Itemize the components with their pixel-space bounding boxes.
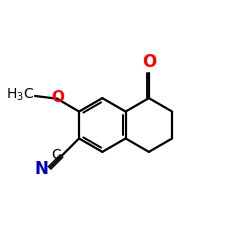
Text: N: N — [34, 160, 48, 178]
Text: H$_3$C: H$_3$C — [6, 86, 34, 103]
Text: C: C — [51, 148, 61, 162]
Text: O: O — [51, 90, 64, 106]
Text: O: O — [142, 53, 156, 71]
